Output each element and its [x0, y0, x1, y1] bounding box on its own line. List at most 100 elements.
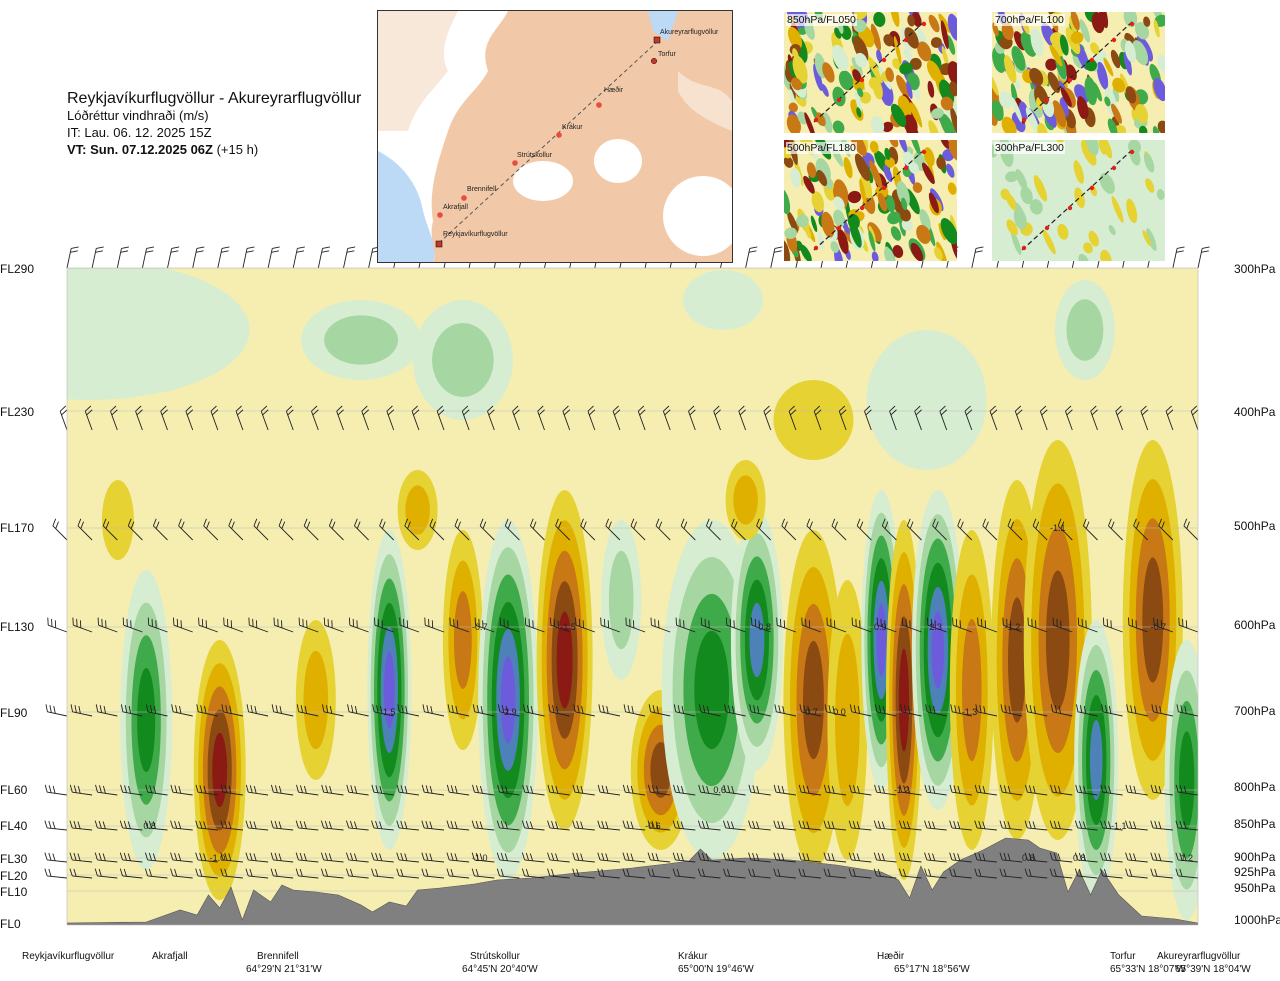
- wind-barb: [94, 820, 118, 831]
- mini-map-cell: [1108, 224, 1116, 236]
- mini-map-cell: [1049, 32, 1064, 46]
- mini-map-cell: [790, 168, 802, 188]
- wind-barb: [94, 852, 118, 863]
- wind-barb: [773, 784, 796, 796]
- value-label: 1.2: [1180, 853, 1193, 863]
- wind-barb: [1126, 704, 1148, 717]
- mini-map-cell: [1111, 195, 1124, 223]
- mini-map-cell: [1001, 22, 1014, 41]
- wind-barb: [881, 518, 897, 541]
- wind-cell: [898, 648, 910, 752]
- wind-barb: [496, 868, 520, 879]
- mini-map-cell: [992, 22, 999, 37]
- mini-map-cell: [1104, 96, 1111, 107]
- wind-barb: [575, 617, 595, 633]
- wind-barb: [421, 868, 445, 879]
- wind-cell: [1142, 557, 1164, 683]
- mini-map-cell: [1079, 19, 1091, 43]
- mini-map-cell: [870, 115, 885, 133]
- mini-map-cell: [947, 182, 957, 195]
- value-label: -1.0: [210, 853, 226, 863]
- mini-map-cell: [1025, 107, 1040, 133]
- wind-barb: [127, 518, 143, 541]
- wind-barb: [196, 704, 218, 717]
- wind-barb: [95, 704, 118, 717]
- mini-map-cell: [888, 140, 899, 148]
- wind-barb: [1151, 704, 1173, 717]
- mini-map-cell: [855, 52, 868, 68]
- wind-cell: [500, 656, 516, 744]
- wind-barb: [1002, 617, 1023, 633]
- wind-barb: [1027, 617, 1048, 633]
- wind-barb: [637, 405, 646, 431]
- mini-map-cell: [796, 214, 809, 228]
- mini-map-cell: [910, 242, 924, 261]
- location-label: Krákur 65°00'N 19°46'W: [678, 951, 754, 975]
- hpa-label: 850hPa: [1234, 817, 1276, 831]
- wind-barb: [550, 617, 570, 633]
- wind-barb: [271, 704, 294, 717]
- wind-barb: [964, 405, 973, 431]
- wind-barb: [303, 518, 319, 541]
- mini-map-cell: [1083, 242, 1093, 254]
- mini-map-cell: [1077, 96, 1087, 119]
- fl-label: FL20: [0, 869, 28, 883]
- mini-map-cell: [938, 13, 951, 33]
- wind-barb: [228, 518, 244, 541]
- wind-barb: [471, 868, 495, 879]
- wind-barb: [119, 868, 143, 879]
- wind-barb: [781, 518, 797, 541]
- mini-map-cell: [834, 247, 844, 261]
- map-place-label: Strútskollur: [517, 152, 553, 159]
- mini-map-cell: [804, 112, 816, 133]
- mini-map-cell: [883, 164, 893, 183]
- wind-barb: [751, 617, 771, 633]
- mini-map-cell: [907, 14, 915, 27]
- wind-barb: [472, 704, 495, 717]
- title-block: Reykjavíkurflugvöllur - Akureyrarflugvöl…: [67, 90, 361, 158]
- wind-cell: [803, 640, 824, 760]
- wind-barb: [245, 784, 269, 796]
- wind-barb: [523, 704, 545, 717]
- wind-barb: [91, 246, 104, 269]
- wind-barb: [1150, 852, 1173, 863]
- wind-barb: [173, 617, 193, 633]
- fl-label: FL90: [0, 706, 28, 720]
- wind-barb: [45, 704, 68, 717]
- location-label: Torfur 65°33'N 18°07'W: [1110, 951, 1186, 975]
- mini-map-cell: [939, 113, 956, 133]
- wind-barb: [429, 518, 445, 541]
- wind-barb: [1024, 852, 1048, 863]
- mini-map-cell: [917, 41, 932, 62]
- wind-barb: [851, 617, 872, 633]
- mini-map-point: [813, 117, 819, 123]
- wind-barb: [1074, 852, 1098, 863]
- mini-map-cell: [909, 102, 922, 126]
- value-label: 0.8: [759, 622, 772, 632]
- wind-barb: [925, 704, 947, 717]
- wind-barb: [924, 868, 947, 879]
- mini-map-cell: [1078, 253, 1089, 261]
- wind-barb: [497, 784, 520, 796]
- wind-barb: [69, 820, 93, 831]
- wind-barb: [831, 518, 847, 541]
- mini-map-cell: [899, 62, 913, 75]
- mini-map-cell: [1126, 198, 1138, 224]
- wind-barb: [873, 852, 897, 863]
- mini-map-cell: [810, 215, 818, 233]
- wind-barb: [798, 852, 822, 863]
- hpa-label: 600hPa: [1234, 618, 1276, 632]
- wind-barb: [848, 820, 872, 831]
- wind-barb: [924, 852, 947, 863]
- wind-barb: [974, 868, 997, 879]
- wind-barb: [446, 852, 470, 863]
- wind-barb: [763, 405, 772, 431]
- wind-barb: [1102, 617, 1123, 633]
- wind-barb: [120, 704, 143, 717]
- wind-barb: [411, 405, 420, 431]
- mini-map-700: 700hPa/FL100: [992, 12, 1165, 133]
- wind-barb: [374, 617, 394, 633]
- wind-barb: [295, 820, 319, 831]
- wind-barb: [295, 852, 319, 863]
- fl-label: FL290: [0, 262, 35, 276]
